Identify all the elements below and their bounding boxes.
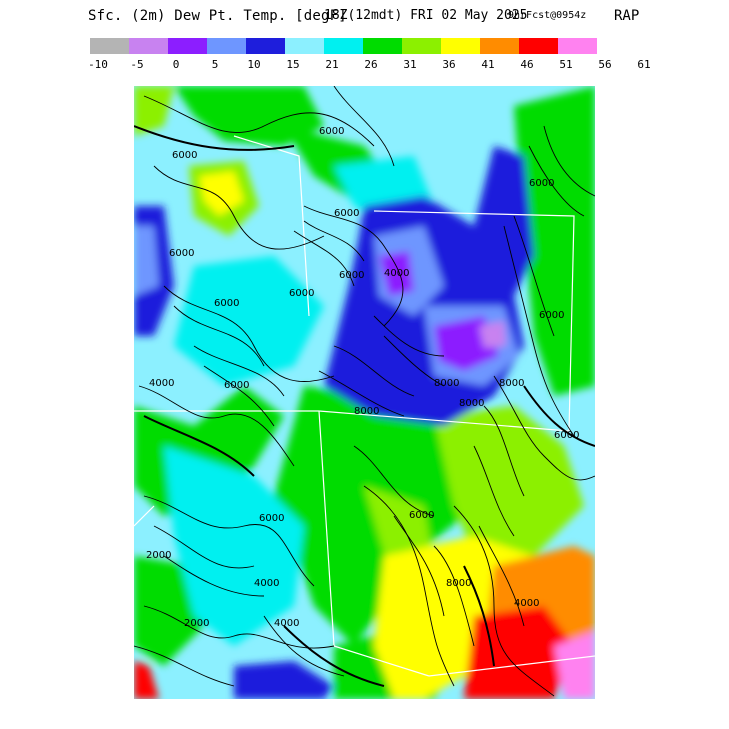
legend-swatch xyxy=(129,38,168,54)
contour-label: 4000 xyxy=(274,618,299,629)
legend-swatch xyxy=(363,38,402,54)
legend-tick-label: 21 xyxy=(325,58,339,71)
legend-swatch xyxy=(558,38,597,54)
legend-swatch xyxy=(441,38,480,54)
legend-tick-label: 41 xyxy=(481,58,495,71)
height-contours-major xyxy=(134,125,595,687)
legend-swatch xyxy=(246,38,285,54)
contour-label: 8000 xyxy=(434,378,459,389)
contour-label: 4000 xyxy=(254,578,279,589)
legend-swatch xyxy=(402,38,441,54)
contour-label: 6000 xyxy=(409,510,434,521)
dewpoint-map: 6000 6000 6000 6000 6000 6000 6000 6000 … xyxy=(134,86,595,699)
title-variable: Sfc. (2m) Dew Pt. Temp. [degF] xyxy=(88,8,347,24)
contour-label: 6000 xyxy=(172,150,197,161)
color-legend: -10 -5 0 5 10 15 21 26 31 36 41 46 51 56 61 xyxy=(88,38,651,78)
contour-label: 6000 xyxy=(224,380,249,391)
legend-tick-label: 31 xyxy=(403,58,417,71)
legend-tick-label: 46 xyxy=(520,58,534,71)
title-valid-time: 18Z(12mdt) FRI 02 May 2025 xyxy=(324,8,528,23)
contour-label: 6000 xyxy=(529,178,554,189)
contour-label: 2000 xyxy=(184,618,209,629)
height-contours xyxy=(134,86,595,697)
legend-tick-label: 36 xyxy=(442,58,456,71)
contour-label: 6000 xyxy=(554,430,579,441)
legend-tick-label: -10 xyxy=(88,58,108,71)
contour-label: 8000 xyxy=(499,378,524,389)
contour-label: 4000 xyxy=(149,378,174,389)
legend-swatch xyxy=(168,38,207,54)
title-forecast-hour: 9hrFcst@0954z xyxy=(508,10,587,21)
legend-tick-label: 51 xyxy=(559,58,573,71)
contour-label: 6000 xyxy=(339,270,364,281)
legend-tick-label: 56 xyxy=(598,58,612,71)
contour-label: 6000 xyxy=(334,208,359,219)
legend-tick-label: 10 xyxy=(247,58,261,71)
contour-label: 4000 xyxy=(514,598,539,609)
contour-label: 4000 xyxy=(384,268,409,279)
legend-tick-label: 15 xyxy=(286,58,300,71)
contour-label: 6000 xyxy=(289,288,314,299)
legend-swatch xyxy=(207,38,246,54)
legend-tick-label: 26 xyxy=(364,58,378,71)
legend-swatch xyxy=(480,38,519,54)
contour-label: 2000 xyxy=(146,550,171,561)
legend-swatch xyxy=(324,38,363,54)
contour-labels: 6000 6000 6000 6000 6000 6000 6000 6000 … xyxy=(146,126,579,629)
legend-swatch xyxy=(285,38,324,54)
chart-title: Sfc. (2m) Dew Pt. Temp. [degF] 18Z(12mdt… xyxy=(0,8,729,28)
legend-tick-labels: -10 -5 0 5 10 15 21 26 31 36 41 46 51 56 61 xyxy=(88,58,651,72)
contour-label: 6000 xyxy=(319,126,344,137)
legend-tick-label: 61 xyxy=(637,58,651,71)
legend-swatches xyxy=(90,38,597,54)
contour-label: 6000 xyxy=(539,310,564,321)
contour-label: 6000 xyxy=(259,513,284,524)
legend-tick-label: 0 xyxy=(172,58,180,71)
map-canvas: 6000 6000 6000 6000 6000 6000 6000 6000 … xyxy=(134,86,595,699)
legend-swatch xyxy=(90,38,129,54)
legend-tick-label: 5 xyxy=(211,58,219,71)
contour-label: 6000 xyxy=(169,248,194,259)
contour-label: 8000 xyxy=(446,578,471,589)
contour-label: 8000 xyxy=(459,398,484,409)
contour-label: 6000 xyxy=(214,298,239,309)
legend-swatch xyxy=(519,38,558,54)
title-model: RAP xyxy=(614,8,640,24)
contour-label: 8000 xyxy=(354,406,379,417)
legend-tick-label: -5 xyxy=(130,58,144,71)
